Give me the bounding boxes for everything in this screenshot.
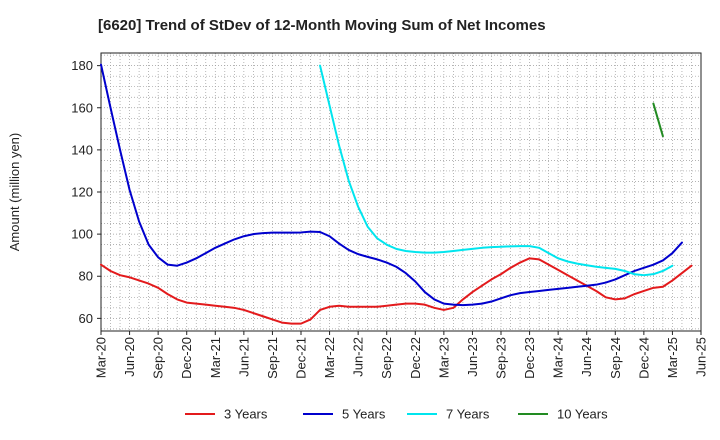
grid-lines (100, 53, 702, 331)
x-tick-label-group: Mar-21 (208, 337, 223, 378)
x-tick-label-group: Dec-20 (179, 337, 194, 379)
x-tick-label: Sep-23 (494, 337, 509, 379)
x-tick-label-group: Jun-24 (579, 337, 594, 377)
x-tick-label-group: Mar-22 (322, 337, 337, 378)
x-tick-label-group: Sep-20 (151, 337, 166, 379)
x-tick-label: Dec-24 (636, 337, 651, 379)
legend-label: 7 Years (446, 407, 490, 422)
x-tick-label: Jun-25 (694, 337, 709, 377)
series-line-10-years (652, 102, 664, 138)
y-tick-label: 120 (71, 185, 93, 200)
legend: 3 Years 5 Years 7 Years 10 Years (185, 407, 608, 422)
x-axis-ticks: Mar-20 Jun-20 Sep-20 Dec-20 Mar-21 Jun-21 Sep-… (94, 331, 709, 379)
legend-label: 5 Years (342, 407, 386, 422)
x-tick-label-group: Sep-24 (608, 337, 623, 379)
x-tick-label: Mar-20 (94, 337, 109, 378)
legend-label: 10 Years (557, 407, 608, 422)
x-tick-label-group: Mar-24 (551, 337, 566, 378)
series-line-3-years (100, 257, 693, 325)
x-tick-label-group: Jun-23 (465, 337, 480, 377)
legend-label: 3 Years (224, 407, 268, 422)
chart-title: [6620] Trend of StDev of 12-Month Moving… (98, 17, 546, 34)
y-axis-label-group: Amount (million yen) (7, 133, 22, 252)
x-tick-label: Mar-25 (665, 337, 680, 378)
series-line-5-years (100, 63, 683, 307)
x-tick-label-group: Jun-20 (122, 337, 137, 377)
x-tick-label: Mar-24 (551, 337, 566, 378)
y-tick-label: 160 (71, 100, 93, 115)
x-tick-label-group: Jun-22 (351, 337, 366, 377)
x-tick-label-group: Dec-23 (522, 337, 537, 379)
x-tick-label: Dec-23 (522, 337, 537, 379)
x-tick-label: Jun-22 (351, 337, 366, 377)
x-tick-label: Dec-20 (179, 337, 194, 379)
x-tick-label: Mar-21 (208, 337, 223, 378)
x-tick-label: Sep-20 (151, 337, 166, 379)
x-tick-label: Dec-22 (408, 337, 423, 379)
x-tick-label: Mar-22 (322, 337, 337, 378)
x-tick-label-group: Sep-21 (265, 337, 280, 379)
x-tick-label-group: Mar-20 (94, 337, 109, 378)
x-tick-label-group: Dec-24 (636, 337, 651, 379)
x-tick-label: Sep-22 (379, 337, 394, 379)
y-axis-ticks: 60 80 100 120 140 160 180 (71, 58, 101, 326)
x-tick-label: Jun-20 (122, 337, 137, 377)
y-tick-label: 80 (79, 269, 93, 284)
y-tick-label: 180 (71, 58, 93, 73)
x-tick-label-group: Mar-23 (436, 337, 451, 378)
x-tick-label: Jun-21 (236, 337, 251, 377)
y-tick-label: 100 (71, 227, 93, 242)
x-tick-label: Mar-23 (436, 337, 451, 378)
x-tick-label-group: Sep-23 (494, 337, 509, 379)
x-tick-label-group: Dec-21 (294, 337, 309, 379)
y-tick-label: 140 (71, 142, 93, 157)
series-line-7-years (319, 64, 674, 277)
x-tick-label-group: Mar-25 (665, 337, 680, 378)
x-tick-label-group: Dec-22 (408, 337, 423, 379)
x-tick-label: Sep-24 (608, 337, 623, 379)
x-tick-label: Sep-21 (265, 337, 280, 379)
series-lines (100, 63, 693, 325)
x-tick-label-group: Jun-21 (236, 337, 251, 377)
x-tick-label: Dec-21 (294, 337, 309, 379)
x-tick-label-group: Jun-25 (694, 337, 709, 377)
x-tick-label-group: Sep-22 (379, 337, 394, 379)
y-axis-label: Amount (million yen) (7, 133, 22, 252)
y-tick-label: 60 (79, 311, 93, 326)
x-tick-label: Jun-24 (579, 337, 594, 377)
x-tick-label: Jun-23 (465, 337, 480, 377)
